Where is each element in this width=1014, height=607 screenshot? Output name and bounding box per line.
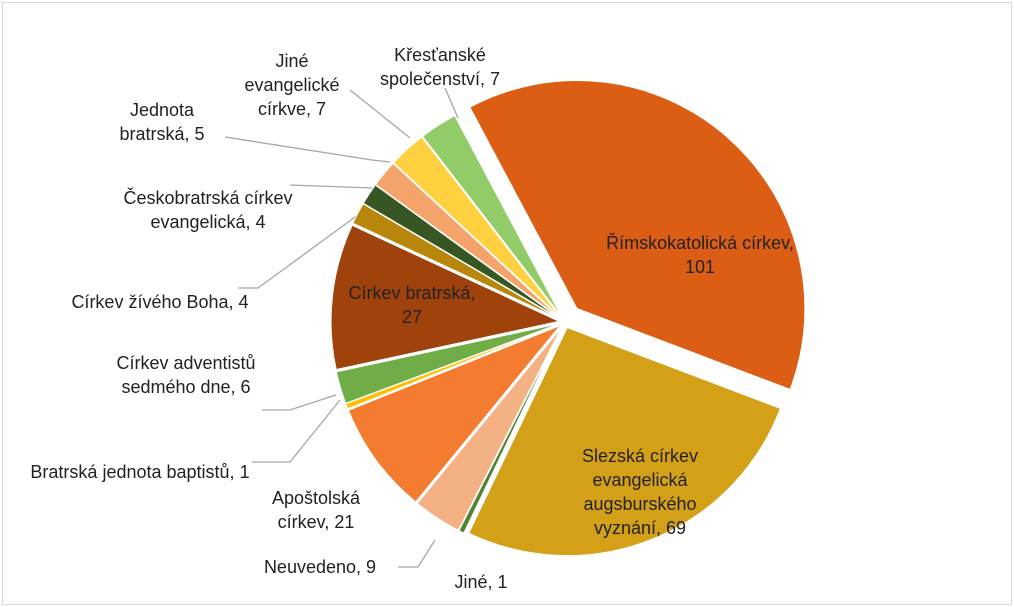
pie-slice (347, 325, 561, 503)
label-value: 5 (194, 124, 205, 144)
label-separator: , (788, 233, 799, 253)
data-label: Českobratrská církev evangelická, 4 (123, 186, 293, 234)
leader-line (262, 394, 337, 411)
category-name: Českobratrská církev evangelická (123, 188, 298, 232)
data-label: Římskokatolická církev, 101 (600, 231, 800, 279)
label-separator: , (356, 557, 367, 577)
label-value: 1 (497, 572, 508, 592)
pie-slice (345, 323, 560, 410)
pie-slice (362, 184, 561, 320)
category-name: Apoštolská církev (271, 488, 366, 532)
label-separator: , (230, 377, 241, 397)
label-separator: , (324, 512, 335, 532)
pie-slice (468, 326, 782, 557)
label-value: 6 (240, 377, 251, 397)
label-value: 69 (666, 518, 687, 538)
category-name: Církev bratrská (348, 283, 471, 303)
label-value: 7 (490, 69, 501, 89)
pie-slice (458, 327, 563, 534)
data-label: Církev žívého Boha, 4 (70, 290, 250, 314)
data-label: Apoštolská církev, 21 (251, 486, 381, 534)
category-name: Jiné evangelické církve (244, 51, 345, 119)
label-separator: , (656, 518, 667, 538)
label-value: 101 (684, 257, 716, 277)
pie-slice (469, 80, 806, 391)
data-label: Jednota bratrská, 5 (97, 98, 227, 146)
label-separator: , (470, 283, 481, 303)
label-value: 1 (239, 462, 250, 482)
pie-slice (416, 326, 563, 531)
label-value: 9 (366, 557, 377, 577)
pie-slice (352, 203, 560, 320)
label-separator: , (487, 572, 498, 592)
label-value: 7 (316, 99, 327, 119)
data-label: Neuvedeno, 9 (250, 555, 390, 579)
data-label: Jiné, 1 (441, 570, 521, 594)
leader-line (398, 539, 436, 568)
data-label: Slezská církev evangelická augsburského … (550, 444, 730, 540)
category-name: Jiné (454, 572, 488, 592)
label-value: 21 (334, 512, 355, 532)
label-value: 4 (255, 212, 266, 232)
label-separator: , (228, 292, 239, 312)
data-label: Církev adventistů sedmého dne, 6 (101, 351, 271, 399)
data-label: Jiné evangelické církve, 7 (237, 49, 347, 121)
pie-slice (330, 224, 561, 371)
pie-slice (421, 114, 563, 318)
category-name: Neuvedeno (263, 557, 357, 577)
category-name: Církev adventistů sedmého dne (116, 353, 261, 397)
category-name: Bratrská jednota baptistů (30, 462, 230, 482)
label-separator: , (305, 99, 316, 119)
label-separator: , (480, 69, 491, 89)
data-label: Církev bratrská, 27 (347, 281, 477, 329)
category-name: Římskokatolická církev (606, 233, 789, 253)
pie-slice (392, 136, 562, 318)
data-label: Křesťanské společenství, 7 (360, 43, 520, 91)
label-separator: , (229, 462, 240, 482)
label-separator: , (184, 124, 195, 144)
data-label: Bratrská jednota baptistů, 1 (20, 460, 260, 484)
leader-line (444, 87, 459, 119)
label-value: 4 (238, 292, 249, 312)
label-separator: , (245, 212, 256, 232)
pie-slice (335, 323, 560, 404)
label-value: 27 (401, 307, 423, 327)
category-name: Jednota bratrská (119, 100, 200, 144)
leader-line (224, 136, 391, 163)
category-name: Křesťanské společenství (379, 45, 491, 89)
leader-lines (224, 87, 459, 568)
leader-line (252, 399, 341, 463)
pie-slice (374, 162, 561, 319)
category-name: Slezská církev evangelická augsburského … (581, 446, 704, 538)
leader-line (238, 211, 363, 289)
leader-line (349, 89, 411, 139)
leader-line (289, 184, 373, 189)
category-name: Církev žívého Boha (71, 292, 229, 312)
